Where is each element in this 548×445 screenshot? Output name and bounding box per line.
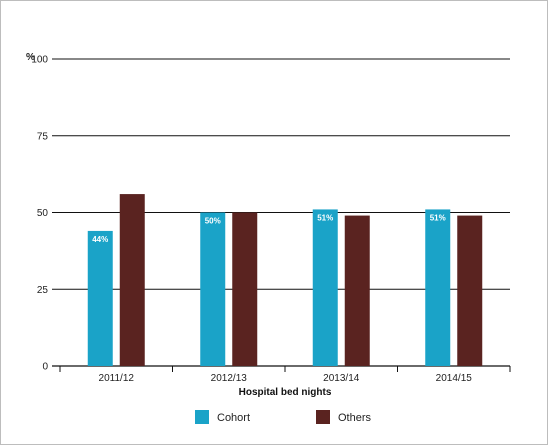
bar-cohort-2011-12 [87,230,113,366]
legend-label-others: Others [338,412,372,424]
bar-others-2013-14 [344,215,370,366]
legend-swatch-cohort [195,410,209,424]
legend-label-cohort: Cohort [217,412,250,424]
bar-cohort-2014-15 [425,209,451,366]
x-tick-label: 2013/14 [323,373,360,384]
data-label: 51% [430,213,446,222]
bar-cohort-2012-13 [200,212,226,366]
data-label: 50% [205,217,221,226]
y-tick-label: 100 [31,55,48,66]
y-axis-ticks: 0 25 50 75 100 [31,55,48,373]
y-tick-label: 25 [37,285,49,296]
x-tick-label: 2012/13 [211,373,248,384]
bar-others-2011-12 [119,194,145,366]
bars: 44% 50% 51% 51% [87,194,483,366]
bar-others-2012-13 [232,212,258,366]
x-axis: 2011/12 2012/13 2013/14 2014/15 [59,366,511,384]
x-tick-label: 2014/15 [436,373,473,384]
x-tick-label: 2011/12 [99,373,135,384]
bar-cohort-2013-14 [312,209,338,366]
legend-swatch-others [316,410,330,424]
data-label: 44% [92,235,108,244]
data-label: 51% [317,213,333,222]
y-tick-label: 0 [42,362,48,373]
bar-others-2014-15 [457,215,483,366]
legend: Cohort Others [195,410,372,424]
x-axis-title: Hospital bed nights [239,387,332,398]
y-tick-label: 50 [37,208,49,219]
y-tick-label: 75 [37,131,49,142]
y-unit-label: % [26,52,35,63]
